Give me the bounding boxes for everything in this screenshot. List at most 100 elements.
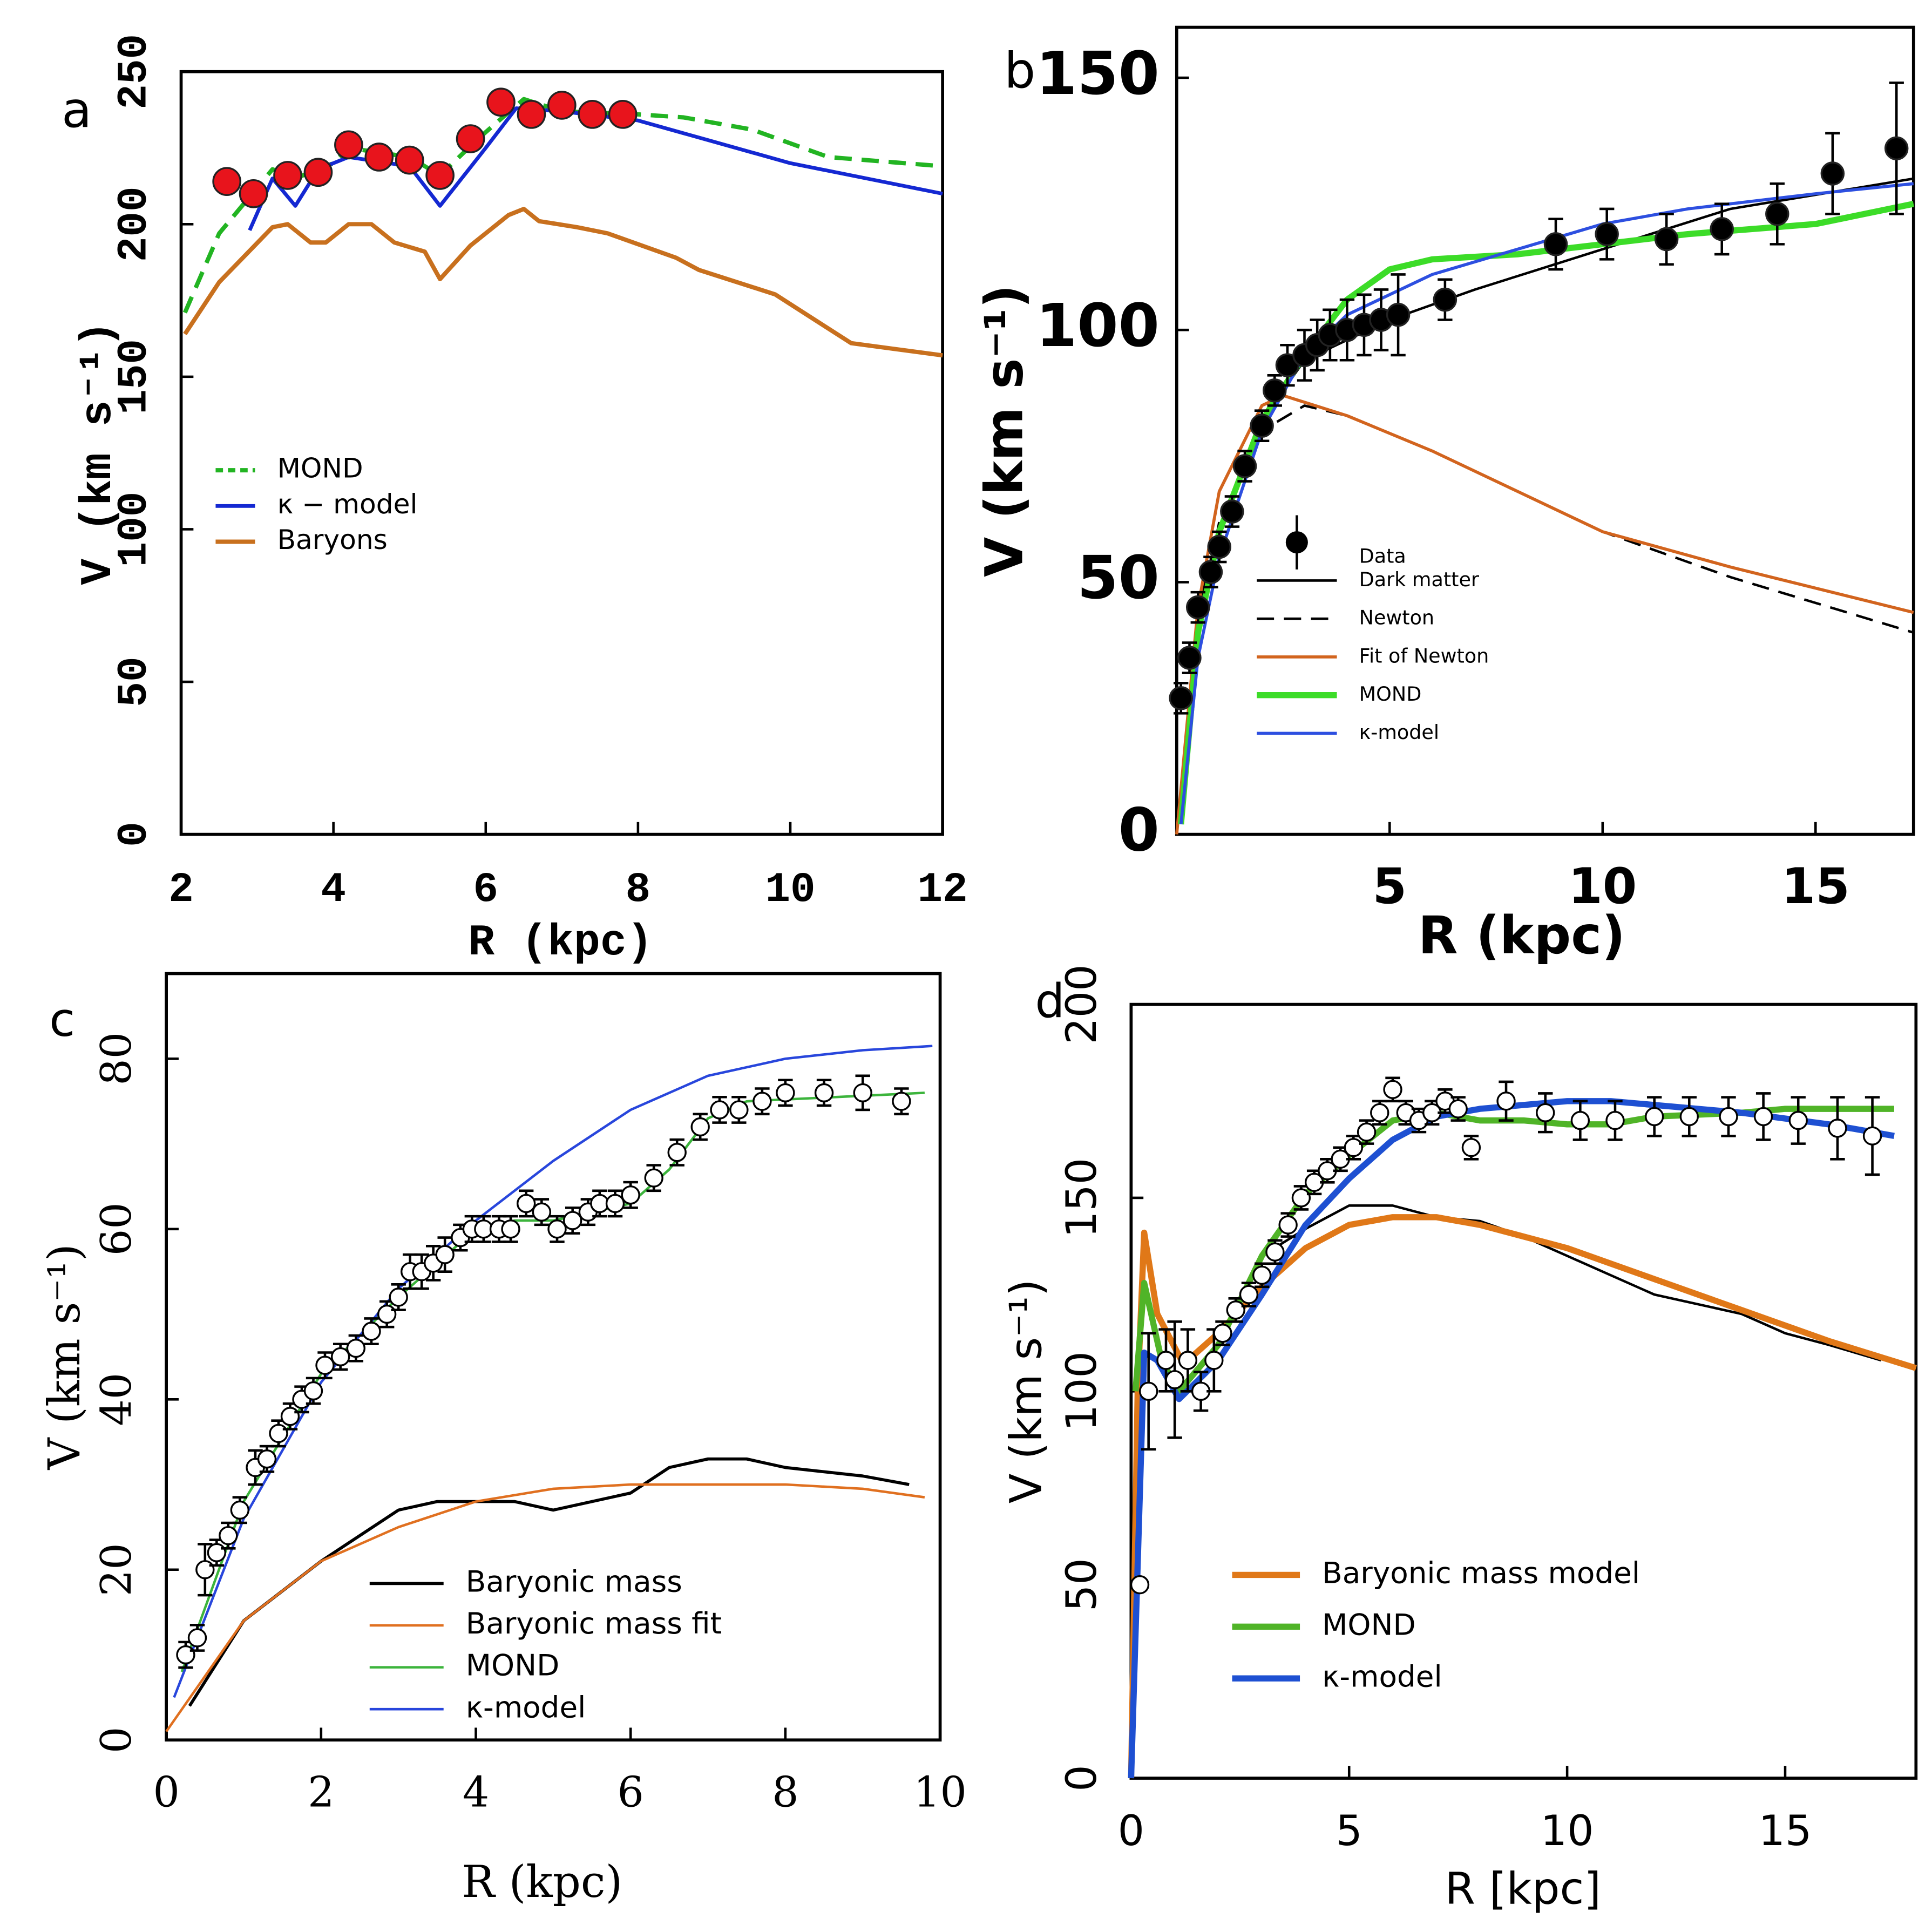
data-point [1570,1110,1590,1130]
legend-entry: Fit of Newton [1257,644,1489,667]
data-point [1186,595,1210,620]
legend-entry: Newton [1257,606,1434,629]
data-point [1433,287,1458,312]
data-point [1595,222,1619,246]
series-line [182,97,943,314]
data-point [532,1202,552,1222]
data-point [239,179,268,208]
data-point [690,1117,710,1137]
y-axis-label: V (km s⁻¹) [974,284,1034,577]
y-tick-label: 0 [111,822,158,847]
series-line [1261,1204,1882,1362]
x-tick-label: 10 [765,866,815,914]
data-point [212,167,241,196]
legend-entry: MOND [1257,682,1421,706]
series-line [1175,394,1914,835]
x-axis-label: R [kpc] [1445,1863,1601,1914]
legend-label: Newton [1359,606,1434,629]
panel: 0 2 4 6 8 10 0 20 40 60 80 c R (kpc) V (km s⁻¹) Baryon… [39,972,967,1908]
x-tick-label: 10 [1541,1807,1594,1855]
legend-entry: Baryons [215,524,388,555]
data-point [710,1100,729,1120]
data-point [280,1407,300,1426]
data-point [814,1083,834,1103]
data-point [269,1424,288,1443]
data-point [1278,1215,1298,1235]
y-tick-label: 50 [1077,543,1159,612]
data-point [667,1143,687,1162]
data-point [1357,1122,1377,1142]
data-point [1461,1138,1481,1157]
data-point [1828,1119,1847,1138]
data-point [1198,560,1223,584]
data-point [1239,1285,1259,1304]
data-point [1448,1099,1468,1119]
data-point [315,1355,335,1375]
plot-frame [1175,25,1915,836]
legend-label: Fit of Newton [1359,644,1489,667]
data-point [892,1092,911,1111]
data-point [501,1219,520,1239]
data-point [219,1526,238,1546]
data-point [1654,227,1679,252]
y-tick-label: 0 [1118,795,1160,864]
x-tick-label: 0 [1118,1807,1144,1855]
legend-label: κ-model [1322,1659,1442,1693]
data-point [273,161,302,190]
data-point [1383,1080,1402,1099]
data-point [1207,534,1231,559]
data-point [578,100,607,129]
data-point [346,1338,366,1358]
legend-label: MOND [1359,682,1422,706]
data-point [176,1645,195,1665]
y-tick-label: 100 [111,492,158,567]
data-point [486,87,516,117]
legend-entry: Data [1285,515,1406,570]
data-point [1644,1107,1664,1127]
data-point [547,1219,567,1239]
data-point [1220,499,1244,524]
series-line [1175,177,1914,835]
data-point [1130,1575,1150,1595]
plot-frame [179,70,944,836]
data-point [303,158,333,187]
y-axis-label: V (km s⁻¹) [74,321,124,585]
y-tick-label: 100 [1057,1351,1106,1431]
data-point [362,1321,381,1341]
legend-entry: Baryonic mass fit [369,1606,722,1641]
data-point [605,1194,625,1214]
legend-entry: MOND [1232,1607,1416,1642]
x-tick-label: 5 [1336,1807,1362,1855]
data-point [1156,1351,1176,1370]
legend-entry: κ-model [1257,721,1439,744]
data-point [1263,378,1287,403]
x-tick-label: 6 [473,866,498,914]
y-tick-label: 150 [1036,39,1160,108]
data-point [608,100,638,129]
data-point [1370,1103,1389,1122]
data-point [1862,1126,1882,1145]
data-point [1536,1103,1555,1122]
y-tick-label: 50 [1057,1558,1106,1611]
series-line [1132,1106,1894,1395]
data-point [257,1449,277,1469]
panel-label: c [49,993,75,1047]
y-tick-label: 40 [92,1373,141,1426]
y-tick-label: 200 [1057,965,1106,1045]
legend-label: κ-model [1359,721,1439,744]
legend-entry: κ-model [369,1690,586,1724]
data-point [729,1100,749,1120]
legend-label: κ-model [466,1690,586,1724]
data-point [776,1083,795,1103]
legend-entry: Dark matter [1257,568,1480,591]
data-point [330,1347,350,1367]
legend-label: Baryonic mass fit [466,1606,722,1641]
data-point [621,1185,640,1205]
y-tick-label: 0 [1057,1765,1106,1791]
x-tick-label: 6 [618,1768,644,1816]
legend-entry: κ-model [1232,1659,1442,1693]
x-axis-label: R (kpc) [468,918,653,968]
